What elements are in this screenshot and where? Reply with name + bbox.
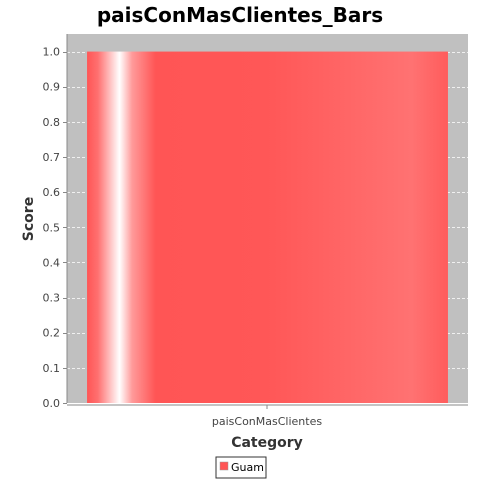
legend-swatch xyxy=(219,461,229,471)
y-tick-label: 1.0 xyxy=(43,46,61,59)
y-tick-label: 0.2 xyxy=(43,327,61,340)
y-tick-label: 0.3 xyxy=(43,292,61,305)
bars xyxy=(87,51,448,403)
y-axis-label: Score xyxy=(21,197,37,241)
y-tick-label: 0.6 xyxy=(43,186,61,199)
y-axis-ticks: 0.0 0.1 0.2 0.3 0.4 0.5 0.6 0.7 0.8 0.9 1.0 xyxy=(43,46,67,410)
y-tick-label: 0.5 xyxy=(43,221,61,234)
y-tick-label: 0.0 xyxy=(43,397,61,410)
y-tick-label: 0.4 xyxy=(43,256,61,269)
y-tick-label: 0.1 xyxy=(43,362,61,375)
y-tick-label: 0.9 xyxy=(43,81,61,94)
legend-box xyxy=(215,456,267,479)
legend: Guam xyxy=(215,456,267,479)
bar xyxy=(87,51,448,403)
legend-label: Guam xyxy=(231,461,264,474)
y-tick-label: 0.7 xyxy=(43,151,61,164)
chart-title: paisConMasClientes_Bars xyxy=(97,3,383,27)
y-tick-label: 0.8 xyxy=(43,116,61,129)
x-axis-label: Category xyxy=(231,435,303,451)
x-tick-label: paisConMasClientes xyxy=(212,415,322,428)
